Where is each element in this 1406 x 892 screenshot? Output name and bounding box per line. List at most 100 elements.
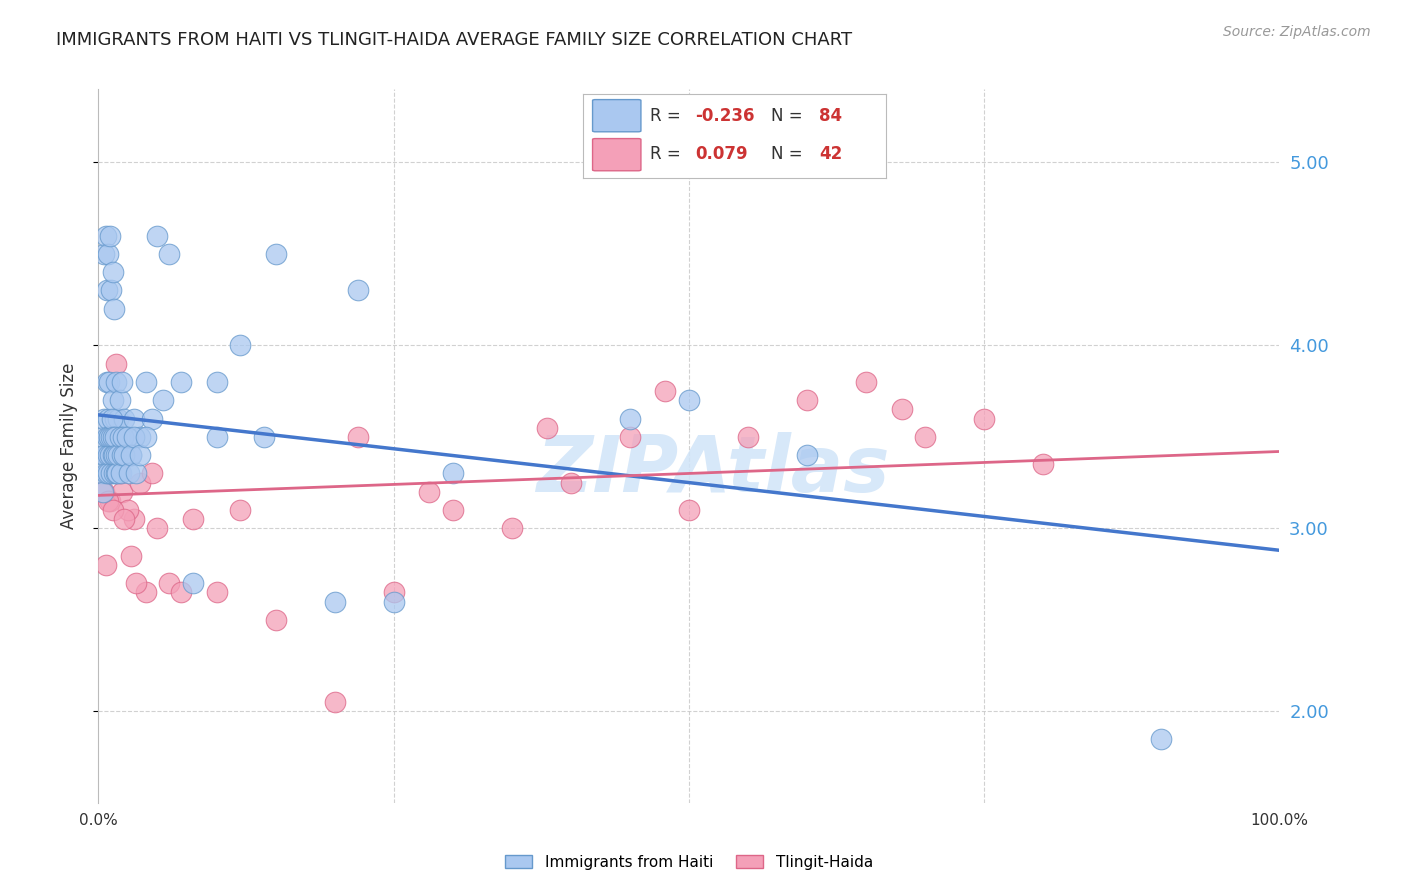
Point (108, 467, 131, 481)
Point (128, 448, 150, 462)
Point (97, 467, 120, 481)
Point (253, 430, 276, 444)
Point (501, 521, 523, 535)
Point (347, 284, 370, 298)
Point (112, 448, 135, 462)
Point (441, 503, 464, 517)
Point (737, 430, 759, 444)
Point (205, 585, 228, 599)
Point (117, 503, 139, 517)
Text: ZIPAtlas: ZIPAtlas (536, 432, 890, 508)
Point (111, 375, 134, 389)
Point (323, 695, 346, 709)
Point (121, 448, 143, 462)
Point (98, 494, 121, 508)
Point (107, 448, 129, 462)
Point (347, 430, 370, 444)
Text: R =: R = (650, 145, 686, 163)
Point (101, 448, 124, 462)
Point (98, 448, 121, 462)
Point (619, 430, 641, 444)
Text: N =: N = (770, 107, 808, 125)
Point (101, 503, 124, 517)
Point (111, 484, 134, 499)
Point (128, 430, 150, 444)
Point (94, 448, 117, 462)
Point (1032, 458, 1054, 472)
Point (264, 613, 287, 627)
Point (97, 247, 120, 261)
Text: IMMIGRANTS FROM HAITI VS TLINGIT-HAIDA AVERAGE FAMILY SIZE CORRELATION CHART: IMMIGRANTS FROM HAITI VS TLINGIT-HAIDA A… (56, 31, 852, 49)
Point (135, 585, 157, 599)
Point (654, 384, 676, 398)
Point (170, 375, 193, 389)
Point (973, 411, 995, 425)
Point (112, 512, 135, 526)
Point (103, 430, 125, 444)
Point (91, 467, 114, 481)
Point (121, 549, 143, 563)
Point (678, 503, 700, 517)
FancyBboxPatch shape (592, 100, 641, 132)
Point (146, 228, 169, 243)
Point (96, 375, 118, 389)
Point (105, 467, 128, 481)
Point (107, 411, 129, 425)
Point (103, 467, 125, 481)
Point (1150, 731, 1173, 746)
Point (100, 467, 122, 481)
Point (170, 585, 193, 599)
Point (111, 430, 134, 444)
Point (560, 475, 582, 490)
Point (105, 357, 128, 371)
Point (181, 576, 204, 591)
Point (105, 430, 128, 444)
Point (118, 467, 141, 481)
Point (890, 402, 912, 417)
Point (104, 467, 127, 481)
Point (104, 430, 127, 444)
Point (93, 484, 115, 499)
Text: -0.236: -0.236 (696, 107, 755, 125)
Point (115, 430, 138, 444)
Point (796, 448, 818, 462)
Point (93, 411, 115, 425)
Point (91, 484, 114, 499)
Point (264, 247, 287, 261)
Point (157, 247, 180, 261)
Point (98, 375, 121, 389)
Point (98, 228, 121, 243)
Point (117, 430, 139, 444)
Point (103, 430, 125, 444)
Point (382, 594, 405, 608)
Point (135, 375, 157, 389)
Point (135, 430, 157, 444)
Point (146, 521, 169, 535)
Point (105, 375, 128, 389)
Point (103, 301, 125, 316)
Point (536, 420, 558, 434)
Text: Source: ZipAtlas.com: Source: ZipAtlas.com (1223, 25, 1371, 39)
Point (96, 430, 118, 444)
Point (141, 467, 163, 481)
Point (100, 448, 122, 462)
Point (157, 576, 180, 591)
Point (110, 467, 132, 481)
Point (205, 375, 228, 389)
Point (108, 393, 131, 408)
Point (122, 512, 145, 526)
Point (94, 467, 117, 481)
Text: 84: 84 (820, 107, 842, 125)
Point (93, 247, 115, 261)
Point (418, 484, 440, 499)
Point (128, 475, 150, 490)
Point (91, 430, 114, 444)
Text: 0.079: 0.079 (696, 145, 748, 163)
Point (229, 338, 252, 352)
Text: 42: 42 (820, 145, 842, 163)
Point (98, 430, 121, 444)
Point (914, 430, 936, 444)
Point (96, 284, 118, 298)
Point (229, 503, 252, 517)
Point (382, 585, 405, 599)
